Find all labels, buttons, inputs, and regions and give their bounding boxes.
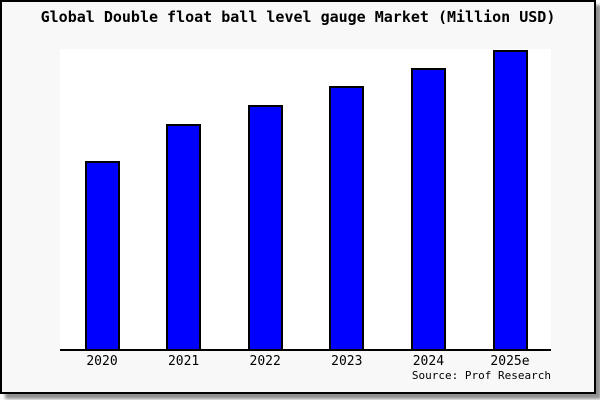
bar-2024 — [410, 68, 446, 349]
bar-2020 — [84, 161, 120, 349]
x-tick-2021: 2021 — [167, 354, 200, 369]
plot-area — [60, 49, 551, 351]
chart-frame: Global Double float ball level gauge Mar… — [0, 0, 596, 394]
x-tick-2022: 2022 — [249, 354, 281, 369]
source-note: Source: Prof Research — [411, 369, 551, 382]
bar-2022 — [247, 105, 283, 349]
bar-2021 — [166, 124, 202, 349]
x-tick-2025e: 2025e — [490, 354, 530, 369]
x-tick-2020: 2020 — [86, 354, 118, 369]
x-axis-labels: 2020 2021 2022 2023 2024 2025e — [60, 354, 551, 370]
x-tick-2023: 2023 — [331, 354, 363, 369]
bar-2023 — [329, 86, 365, 349]
chart-title: Global Double float ball level gauge Mar… — [40, 8, 556, 26]
bar-2025e — [492, 50, 528, 349]
x-tick-2024: 2024 — [412, 354, 445, 369]
